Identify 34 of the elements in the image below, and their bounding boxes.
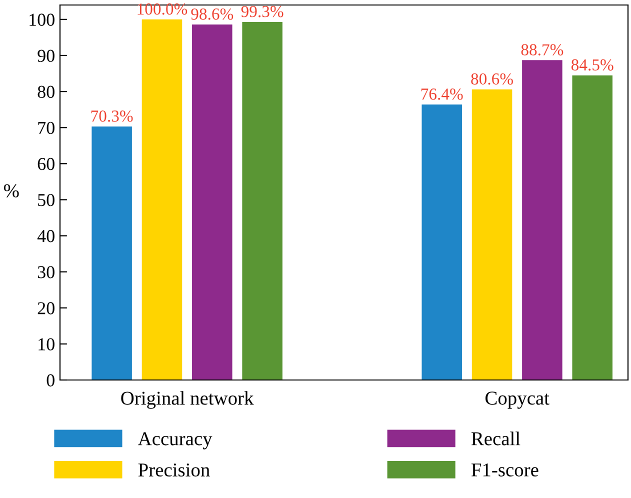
data-label: 99.3%: [241, 6, 284, 18]
data-label: 98.6%: [191, 8, 234, 20]
data-label: 80.6%: [471, 73, 513, 85]
y-tick-label: 10: [38, 338, 54, 350]
legend-label: Accuracy: [138, 432, 212, 450]
data-label: 70.3%: [91, 110, 133, 122]
bar: [572, 75, 612, 380]
bar: [92, 126, 132, 380]
data-label: 76.4%: [421, 88, 463, 100]
data-label: 84.5%: [571, 59, 614, 71]
x-tick-label: Copycat: [486, 392, 550, 409]
y-tick-label: 60: [38, 158, 54, 170]
bar: [472, 89, 512, 380]
bar: [522, 60, 562, 380]
bar: [192, 24, 232, 380]
y-tick-label: 100: [30, 14, 54, 26]
y-tick-label: 80: [38, 86, 54, 98]
bar: [242, 22, 282, 380]
bar: [422, 104, 462, 380]
x-tick-label: Original network: [121, 391, 254, 409]
y-tick-label: 30: [38, 266, 54, 278]
y-tick-label: 70: [38, 122, 54, 134]
legend-label: Recall: [471, 432, 520, 446]
y-tick-label: 90: [38, 50, 54, 62]
data-label: 88.7%: [521, 44, 564, 56]
data-label: 100.0%: [138, 3, 188, 15]
y-axis-title: %: [4, 184, 19, 198]
bar: [142, 19, 182, 380]
y-tick-label: 0: [46, 374, 54, 386]
y-tick-label: 50: [38, 194, 54, 206]
legend-label: F1-score: [471, 463, 538, 476]
y-tick-label: 20: [38, 302, 54, 314]
y-tick-label: 40: [37, 230, 54, 242]
legend-label: Precision: [138, 463, 210, 477]
